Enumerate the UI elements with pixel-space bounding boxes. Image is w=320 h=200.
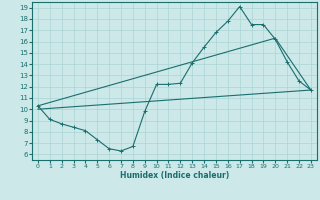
X-axis label: Humidex (Indice chaleur): Humidex (Indice chaleur) (120, 171, 229, 180)
